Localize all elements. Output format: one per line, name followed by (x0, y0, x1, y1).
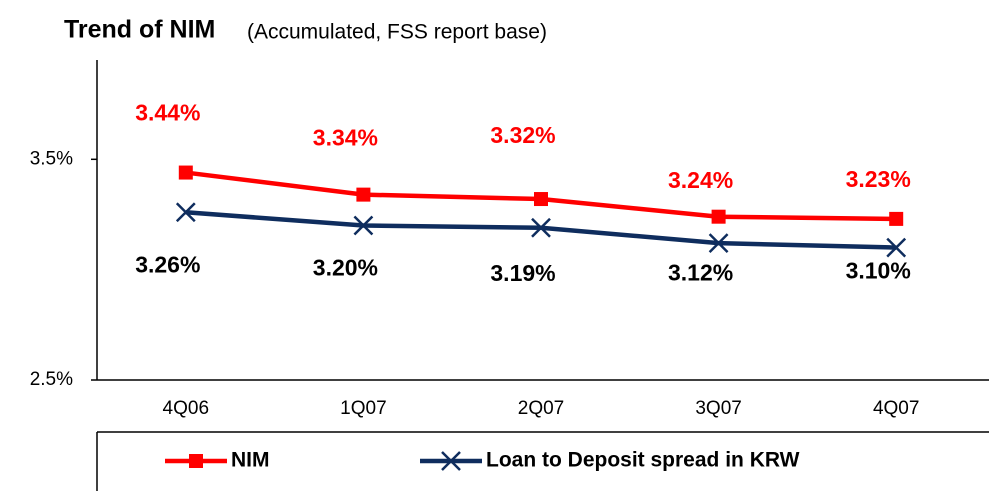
point (889, 211, 904, 226)
point (708, 233, 729, 254)
x-tick-label: 4Q07 (873, 398, 919, 419)
legend-marker (189, 454, 203, 468)
value-label: 3.10% (846, 258, 911, 284)
point (886, 237, 907, 258)
legend-label: Loan to Deposit spread in KRW (486, 449, 800, 472)
value-label: 3.23% (846, 166, 911, 192)
point (534, 192, 548, 207)
value-label: 3.32% (490, 122, 555, 148)
value-label: 3.44% (135, 100, 200, 126)
chart-title: Trend of NIM (64, 16, 215, 44)
value-label: 3.20% (313, 255, 378, 281)
value-label: 3.12% (668, 259, 733, 285)
x-tick-label: 2Q07 (518, 398, 564, 419)
x-tick-label: 4Q06 (163, 398, 209, 419)
y-tick-label: 3.5% (30, 148, 73, 169)
legend-label: NIM (231, 449, 270, 472)
chart-subtitle: (Accumulated, FSS report base) (247, 21, 547, 44)
value-label: 3.34% (313, 125, 378, 151)
value-label: 3.24% (668, 167, 733, 193)
point (711, 209, 726, 224)
y-tick-label: 2.5% (30, 369, 73, 390)
value-label: 3.19% (490, 260, 555, 286)
point (178, 165, 193, 180)
legend-marker (441, 451, 461, 471)
x-tick-label: 3Q07 (695, 398, 741, 419)
point (531, 217, 551, 238)
point (175, 202, 196, 223)
point (356, 187, 371, 202)
x-tick-label: 1Q07 (340, 398, 386, 419)
point (353, 215, 374, 236)
value-label: 3.26% (135, 251, 200, 277)
